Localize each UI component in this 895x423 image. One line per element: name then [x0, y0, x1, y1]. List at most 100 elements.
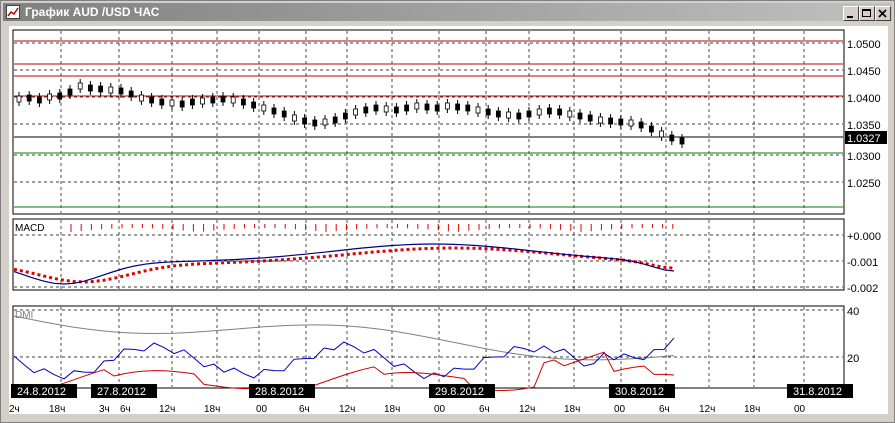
candle-body [383, 105, 389, 113]
date-chip [249, 384, 315, 398]
candle-body [240, 98, 246, 106]
candle-body [434, 104, 440, 112]
candle-body [373, 104, 379, 112]
candle-body [36, 96, 42, 104]
hour-label: 18ч [564, 404, 580, 414]
current-price-label: 1.0327 [847, 133, 881, 145]
candle-body [302, 117, 308, 125]
hour-label: 6ч [299, 404, 310, 414]
price-panel [12, 29, 845, 215]
hour-axis: 2ч 18ч 3ч 6ч 12ч 18ч 00 6ч 12ч 18ч 00 6ч… [9, 404, 806, 415]
dmi-series [13, 315, 675, 395]
dmi-label: DMI [15, 310, 33, 321]
candle-body [169, 99, 175, 107]
macd-tick: -0.002 [847, 283, 878, 295]
candle-body [424, 103, 430, 111]
candle-body [159, 98, 165, 106]
macd-tick: +0.000 [847, 231, 881, 243]
hour-label: 3ч [99, 404, 110, 414]
candle-body [536, 108, 542, 116]
date-chip [429, 384, 495, 398]
candle-body [108, 86, 114, 94]
minus-di-line [13, 351, 675, 395]
candle-body [526, 110, 532, 118]
candle-body [598, 116, 603, 124]
hour-label: 6ч [479, 404, 490, 414]
hour-label: 18ч [744, 404, 760, 414]
candle-body [88, 84, 93, 92]
hour-label: 18ч [49, 404, 65, 414]
candle-body [444, 102, 450, 110]
candle-body [404, 104, 410, 112]
candle-body [67, 88, 73, 96]
candle-body [149, 96, 155, 104]
price-tick: 1.0450 [847, 66, 881, 78]
candle-body [26, 94, 32, 102]
price-tick: 1.0300 [847, 151, 881, 163]
candle-body [118, 87, 124, 95]
dmi-axis: 40 20 [847, 306, 859, 365]
candle-body [322, 118, 328, 126]
candle-body [506, 111, 512, 119]
date-label: 30.8.2012 [615, 386, 664, 398]
candle-body [363, 106, 369, 114]
candle-body [669, 134, 675, 142]
candle-body [220, 95, 226, 103]
hour-label: 18ч [204, 404, 220, 414]
date-label: 29.8.2012 [435, 386, 484, 398]
macd-axis: +0.000 -0.001 -0.002 [847, 231, 881, 295]
maximize-icon [862, 9, 871, 17]
candle-body [608, 117, 613, 125]
price-series [14, 40, 843, 208]
minimize-button[interactable] [843, 6, 859, 21]
candle-body [47, 93, 52, 101]
candle-body [475, 106, 481, 114]
window-title: График AUD /USD ЧАС [25, 5, 160, 19]
candle-body [414, 102, 420, 110]
candle-body [342, 112, 348, 120]
candle-body [312, 119, 318, 127]
date-chip [609, 384, 675, 398]
hour-label: 6ч [120, 404, 131, 414]
hour-label: 18ч [384, 404, 400, 414]
macd-tick: -0.001 [847, 257, 878, 269]
chart-area[interactable]: 1.0500 1.0450 1.0400 1.0350 1.0300 1.025… [9, 26, 888, 415]
candle-body [465, 104, 471, 112]
hour-label: 00 [434, 404, 446, 414]
candle-body [557, 108, 562, 116]
price-tick: 1.0350 [847, 120, 881, 132]
candle-body [353, 108, 359, 116]
close-icon [878, 9, 887, 18]
candle-body [495, 110, 501, 118]
title-bar[interactable]: График AUD /USD ЧАС [3, 3, 892, 21]
candle-body [547, 107, 552, 115]
candle-body [138, 94, 144, 102]
candle-body [271, 107, 277, 115]
macd-label: MACD [15, 223, 44, 234]
hour-label: 00 [614, 404, 626, 414]
macd-series [13, 224, 675, 285]
date-label: 27.8.2012 [97, 386, 146, 398]
hour-label: 00 [794, 404, 806, 414]
macd-panel [12, 218, 845, 291]
date-label: 24.8.2012 [17, 386, 66, 398]
candle-body [393, 106, 399, 114]
candle-body [291, 114, 297, 122]
candle-body [77, 82, 83, 90]
chart-app-icon [6, 5, 20, 19]
candle-body [577, 112, 583, 120]
close-button[interactable] [875, 6, 891, 21]
candle-body [649, 125, 654, 133]
candle-body [57, 92, 63, 100]
grid [14, 31, 843, 387]
candle-body [261, 104, 267, 112]
candle-body [332, 116, 338, 124]
candle-body [189, 98, 195, 106]
maximize-button[interactable] [859, 6, 875, 21]
candle-body [128, 90, 134, 98]
date-axis: 24.8.2012 27.8.2012 28.8.2012 29.8.2012 … [11, 384, 853, 398]
candle-body [679, 137, 685, 145]
candle-body [281, 110, 287, 118]
current-price-marker [845, 131, 887, 144]
